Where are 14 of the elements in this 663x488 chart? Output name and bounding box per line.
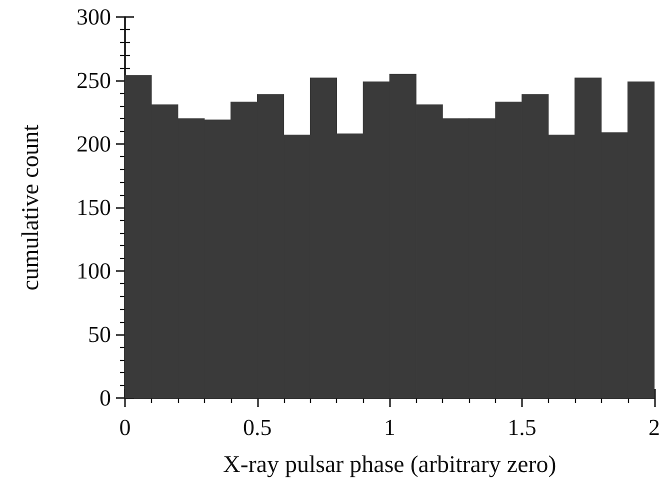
y-tick-label: 300 — [76, 4, 111, 30]
y-tick-label: 200 — [76, 132, 111, 156]
y-tick-label: 50 — [88, 322, 111, 347]
x-tick-label: 1.5 — [508, 415, 536, 440]
y-tick-label: 250 — [76, 68, 111, 93]
x-tick-label: 0 — [119, 415, 131, 440]
x-tick-label: 0.5 — [242, 415, 272, 440]
x-axis-title: X-ray pulsar phase (arbitrary zero) — [223, 452, 556, 478]
x-tick-label: 1 — [384, 415, 396, 440]
y-tick-label: 0 — [100, 386, 111, 410]
x-tick-label: 2 — [648, 415, 660, 440]
y-tick-label: 100 — [76, 258, 111, 284]
y-axis-title: cumulative count — [18, 124, 44, 290]
y-tick-label: 150 — [76, 195, 111, 220]
